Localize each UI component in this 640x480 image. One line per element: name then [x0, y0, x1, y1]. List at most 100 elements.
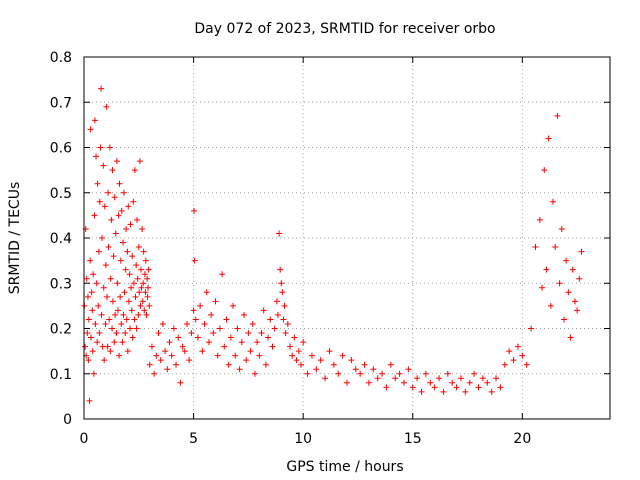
data-point: [125, 298, 132, 305]
data-point: [88, 334, 95, 341]
data-point: [295, 348, 302, 355]
data-point: [84, 330, 91, 337]
data-point: [199, 348, 206, 355]
data-point: [168, 352, 175, 359]
data-point: [142, 257, 149, 264]
data-point: [335, 370, 342, 377]
data-point: [409, 384, 416, 391]
data-point: [119, 339, 126, 346]
data-point: [98, 235, 105, 241]
data-point: [547, 302, 554, 309]
data-point: [87, 257, 94, 264]
data-point: [357, 370, 364, 377]
data-point: [247, 348, 254, 355]
data-point: [136, 158, 143, 165]
data-point: [550, 198, 557, 205]
x-tick-label: 20: [513, 431, 531, 447]
data-point: [94, 339, 101, 346]
data-point: [313, 366, 320, 373]
data-point: [400, 379, 407, 386]
data-point: [95, 302, 102, 309]
data-point: [181, 348, 188, 355]
data-point: [280, 316, 287, 323]
data-point: [118, 320, 125, 327]
data-point: [457, 375, 464, 382]
data-point: [565, 289, 572, 296]
data-point: [361, 361, 368, 368]
x-tick-label: 10: [294, 431, 312, 447]
data-point: [111, 194, 118, 201]
data-point: [127, 221, 134, 228]
data-point: [449, 379, 456, 386]
data-point: [466, 379, 473, 386]
data-point: [274, 311, 281, 318]
data-point: [109, 298, 116, 305]
data-point: [339, 352, 346, 359]
data-point: [269, 343, 276, 350]
data-point: [251, 370, 258, 377]
data-point: [370, 366, 377, 373]
data-point: [267, 316, 274, 323]
data-point: [276, 230, 283, 237]
data-point: [87, 126, 94, 133]
data-point: [91, 117, 98, 124]
data-point: [543, 266, 550, 273]
data-point: [488, 388, 495, 395]
data-point: [484, 379, 491, 386]
data-point: [120, 239, 127, 246]
data-point: [273, 298, 280, 305]
y-tick-label: 0.6: [50, 141, 72, 157]
data-point: [145, 266, 152, 273]
data-point: [139, 298, 146, 305]
data-point: [212, 298, 219, 305]
data-point: [122, 266, 129, 273]
data-point: [519, 352, 526, 359]
data-point: [190, 307, 197, 314]
data-point: [136, 289, 143, 296]
data-point: [462, 388, 469, 395]
data-point: [387, 361, 394, 368]
data-point: [191, 257, 198, 264]
data-point: [348, 357, 355, 364]
data-point: [134, 216, 141, 223]
data-point: [258, 330, 265, 337]
data-point: [444, 370, 451, 377]
data-point: [157, 357, 164, 364]
data-point: [114, 307, 121, 314]
data-point: [107, 275, 114, 282]
data-point: [140, 248, 147, 255]
data-point: [506, 348, 513, 355]
data-point: [111, 339, 118, 346]
data-point: [440, 388, 447, 395]
data-point: [134, 275, 141, 282]
data-point: [112, 230, 119, 237]
data-point: [260, 307, 267, 314]
y-tick-label: 0.5: [50, 186, 72, 202]
data-point: [219, 271, 226, 278]
data-point: [113, 330, 120, 337]
chart-title: Day 072 of 2023, SRMTID for receiver orb…: [194, 21, 495, 37]
data-point: [151, 370, 158, 377]
data-point: [245, 330, 252, 337]
data-point: [232, 352, 239, 359]
data-point: [287, 343, 294, 350]
data-point: [135, 244, 142, 251]
data-point: [552, 244, 559, 251]
data-point: [177, 379, 184, 386]
data-point: [192, 316, 199, 323]
x-tick-label: 15: [404, 431, 422, 447]
data-point: [479, 375, 486, 382]
data-point: [102, 262, 109, 269]
data-point: [291, 334, 298, 341]
y-tick-label: 0.8: [50, 50, 72, 66]
data-point: [471, 370, 478, 377]
data-point: [101, 203, 108, 210]
data-point: [317, 357, 324, 364]
data-point: [102, 320, 109, 327]
data-point: [541, 167, 548, 174]
data-point: [249, 320, 256, 327]
data-point: [113, 158, 120, 165]
data-point: [117, 257, 124, 264]
data-point: [95, 248, 102, 255]
data-point: [106, 316, 113, 323]
